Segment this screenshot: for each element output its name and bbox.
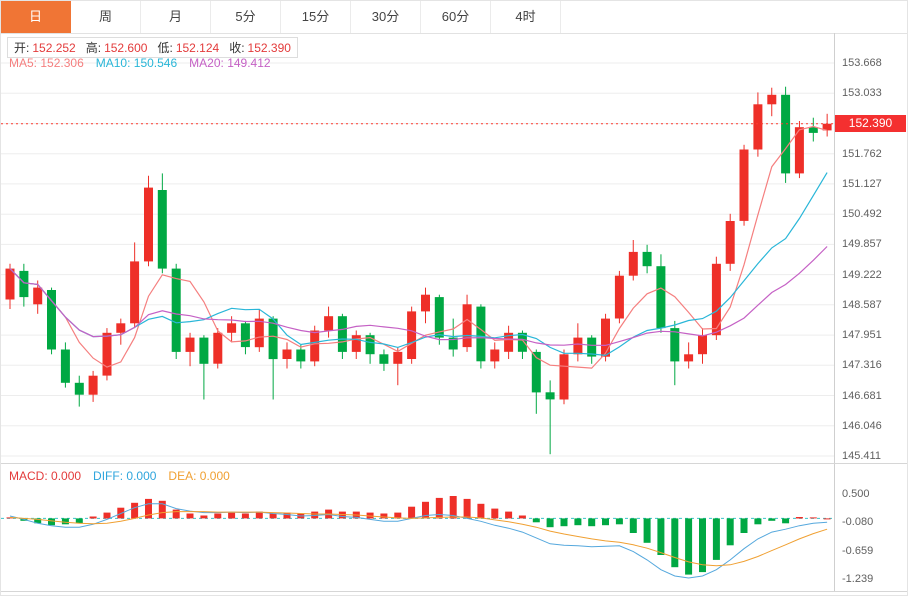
low-label: 低: xyxy=(157,41,173,55)
chart-area[interactable]: 开: 152.252 高: 152.600 低: 152.124 收: 152.390 MA5… xyxy=(1,33,907,595)
tab-5min[interactable]: 5分 xyxy=(211,1,281,33)
tab-month[interactable]: 月 xyxy=(141,1,211,33)
price-axis-label: 149.857 xyxy=(842,238,882,251)
ohlc-readout: 开: 152.252 高: 152.600 低: 152.124 收: 152.390 xyxy=(7,37,298,58)
macd-axis-label: -0.659 xyxy=(842,544,874,557)
tab-15min[interactable]: 15分 xyxy=(281,1,351,33)
candles xyxy=(5,86,832,455)
ma5-readout: MA5: 152.306 xyxy=(9,56,84,70)
ma-readout: MA5: 152.306 MA10: 150.546 MA20: 149.412 xyxy=(9,56,271,70)
macd-histogram xyxy=(6,496,831,575)
ma10-line xyxy=(9,172,828,357)
macd-readout: MACD: 0.000 DIFF: 0.000 DEA: 0.000 xyxy=(9,469,230,483)
macd-axis-label: -1.239 xyxy=(842,572,874,585)
price-grid xyxy=(1,62,834,457)
high-label: 高: xyxy=(85,41,102,55)
tab-4hour[interactable]: 4时 xyxy=(491,1,561,33)
diff-value-readout: DIFF: 0.000 xyxy=(93,469,157,483)
close-label: 收: xyxy=(229,41,245,55)
dea-line xyxy=(9,511,828,567)
price-axis-label: 151.127 xyxy=(842,177,882,190)
price-axis-label: 145.411 xyxy=(842,450,881,462)
price-axis-label: 146.046 xyxy=(842,419,882,432)
ma10-readout: MA10: 150.546 xyxy=(95,56,178,70)
high-value: 152.600 xyxy=(104,41,148,55)
macd-axis-label: 0.500 xyxy=(842,488,870,500)
dea-value-readout: DEA: 0.000 xyxy=(168,469,230,483)
open-value: 152.252 xyxy=(32,41,76,55)
price-axis-label: 147.316 xyxy=(842,359,882,372)
diff-line xyxy=(9,503,828,579)
ma20-readout: MA20: 149.412 xyxy=(189,56,271,70)
ma5-line xyxy=(9,125,828,369)
tab-week[interactable]: 周 xyxy=(71,1,141,33)
tab-30min[interactable]: 30分 xyxy=(351,1,421,33)
last-price-tag: 152.390 xyxy=(835,115,906,133)
price-axis-label: 147.951 xyxy=(842,329,882,342)
close-value: 152.390 xyxy=(247,41,291,55)
price-axis-label: 153.668 xyxy=(842,57,882,69)
ma20-line xyxy=(9,246,828,347)
macd-value-readout: MACD: 0.000 xyxy=(9,469,82,483)
price-axis-label: 151.762 xyxy=(842,147,882,160)
open-label: 开: xyxy=(14,41,30,55)
macd-axis-label: -0.080 xyxy=(842,516,874,529)
price-axis-label: 153.033 xyxy=(842,87,882,100)
chart-canvas xyxy=(1,33,907,592)
price-axis-label: 146.681 xyxy=(842,389,882,402)
price-axis-label: 149.222 xyxy=(842,268,882,281)
timeframe-tabbar: 日 周 月 5分 15分 30分 60分 4时 xyxy=(1,1,907,34)
tab-60min[interactable]: 60分 xyxy=(421,1,491,33)
tab-day[interactable]: 日 xyxy=(1,1,71,33)
low-value: 152.124 xyxy=(175,41,220,55)
price-axis-label: 148.587 xyxy=(842,298,882,311)
price-axis-label: 150.492 xyxy=(842,208,882,221)
